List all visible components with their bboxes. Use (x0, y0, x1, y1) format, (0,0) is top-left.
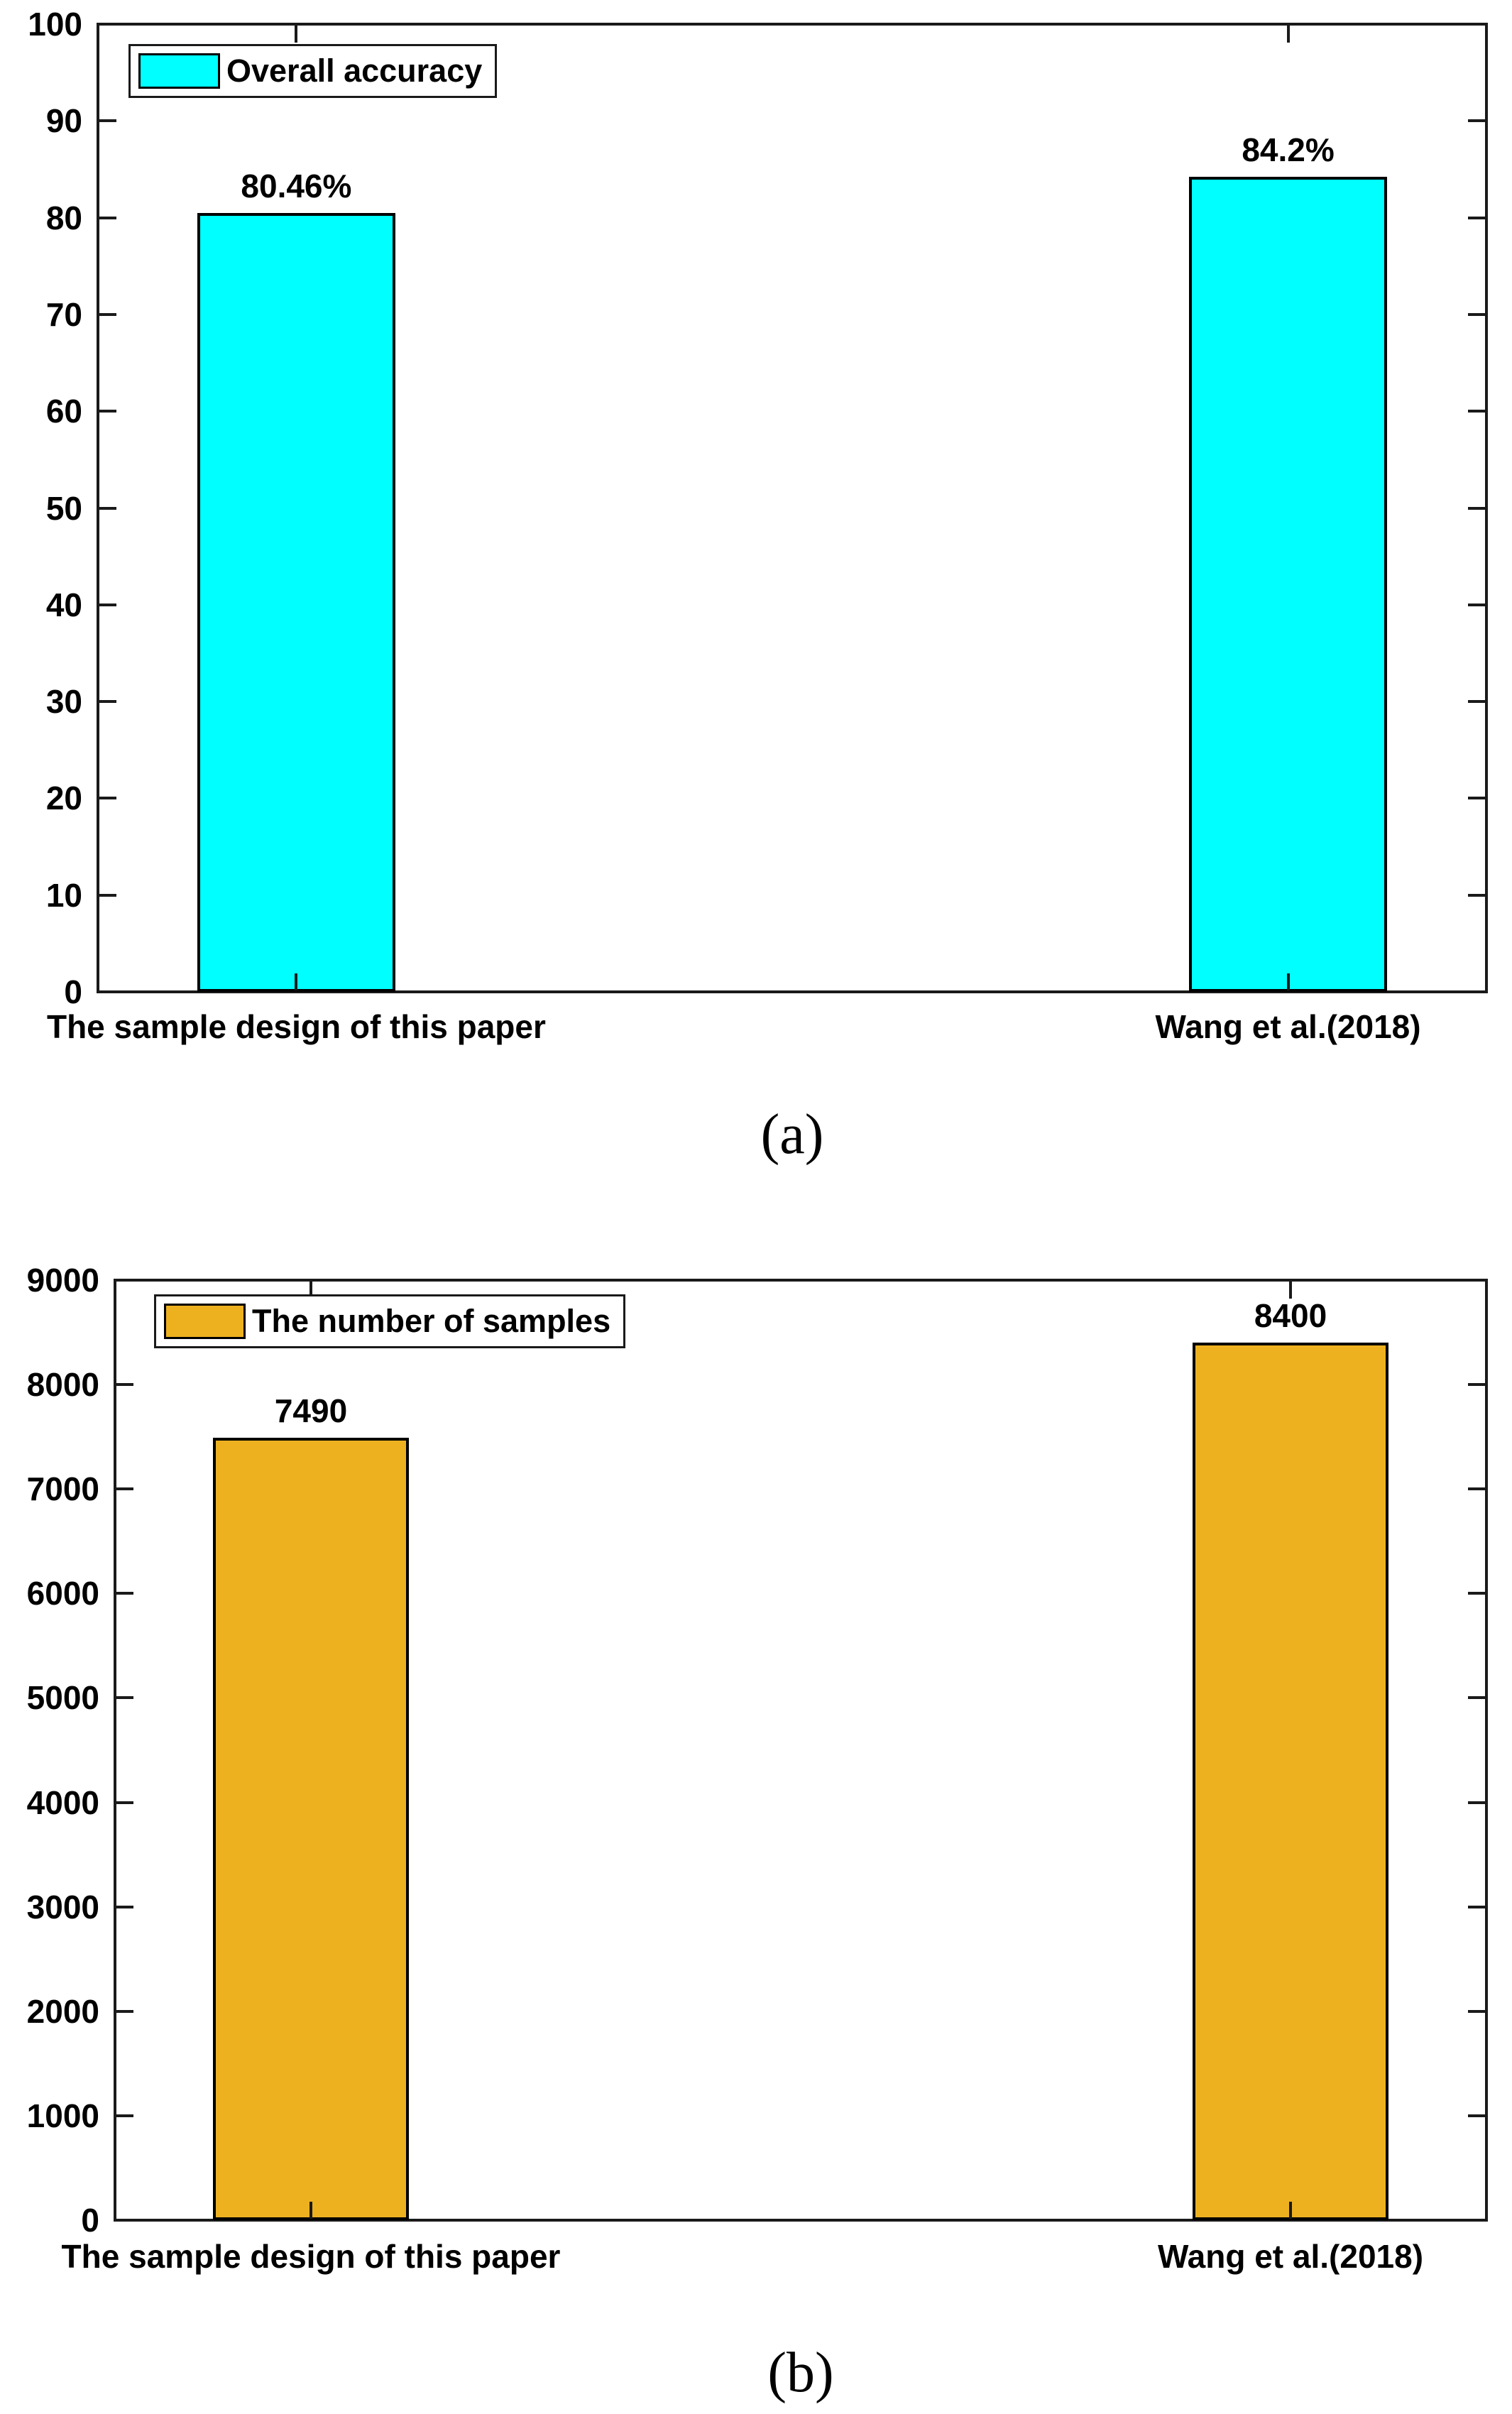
y-tick-label: 1000 (26, 2097, 99, 2134)
x-tick-mark (1289, 1282, 1292, 1299)
bar (1188, 177, 1388, 992)
y-tick-mark (99, 893, 116, 897)
plot-area-a (97, 23, 1488, 993)
y-tick-mark (99, 410, 116, 413)
y-tick-mark (116, 2219, 133, 2222)
y-tick-mark (99, 797, 116, 800)
category-label: Wang et al.(2018) (1157, 2238, 1424, 2275)
value-label: 7490 (274, 1392, 348, 1430)
y-tick-mark (1468, 603, 1485, 606)
y-tick-label: 30 (45, 683, 82, 721)
y-tick-mark (1468, 1801, 1485, 1804)
y-tick-label: 10 (45, 876, 82, 914)
y-tick-mark (1468, 2114, 1485, 2117)
x-tick-mark (1286, 973, 1290, 990)
y-tick-mark (1468, 1279, 1485, 1282)
y-tick-mark (1468, 797, 1485, 800)
y-tick-mark (99, 23, 116, 26)
legend-swatch-orange (164, 1304, 246, 1339)
y-tick-label: 100 (28, 6, 82, 43)
y-tick-mark (116, 1383, 133, 1387)
bar (213, 1438, 409, 2220)
y-tick-mark (1468, 312, 1485, 316)
y-tick-mark (99, 990, 116, 993)
y-tick-mark (1468, 2219, 1485, 2222)
y-tick-mark (116, 1696, 133, 1700)
y-tick-mark (99, 506, 116, 510)
legend-a: Overall accuracy (128, 44, 498, 98)
y-tick-mark (1468, 700, 1485, 704)
y-tick-label: 2000 (26, 1992, 99, 2030)
x-tick-mark (309, 2202, 312, 2219)
y-tick-label: 0 (64, 973, 82, 1010)
bar (197, 213, 396, 992)
y-tick-mark (99, 603, 116, 606)
y-tick-mark (99, 216, 116, 219)
y-tick-label: 6000 (26, 1575, 99, 1612)
y-tick-mark (116, 1279, 133, 1282)
x-tick-mark (295, 26, 298, 43)
y-tick-mark (1468, 119, 1485, 123)
y-tick-label: 4000 (26, 1784, 99, 1821)
y-tick-mark (116, 1487, 133, 1491)
y-tick-mark (1468, 2009, 1485, 2013)
y-tick-mark (116, 2009, 133, 2013)
y-tick-label: 50 (45, 489, 82, 527)
y-tick-mark (1468, 23, 1485, 26)
y-tick-label: 3000 (26, 1888, 99, 1926)
y-tick-mark (1468, 1905, 1485, 1908)
y-tick-mark (1468, 506, 1485, 510)
y-tick-mark (1468, 1696, 1485, 1700)
y-tick-mark (99, 700, 116, 704)
y-tick-label: 60 (45, 393, 82, 430)
y-tick-mark (99, 312, 116, 316)
bar (1193, 1343, 1388, 2220)
y-tick-label: 8000 (26, 1366, 99, 1404)
y-tick-mark (1468, 410, 1485, 413)
y-tick-mark (116, 1592, 133, 1595)
y-tick-mark (1468, 990, 1485, 993)
category-label: The sample design of this paper (46, 1008, 546, 1045)
caption-b: (b) (767, 2342, 834, 2404)
value-label: 8400 (1254, 1297, 1327, 1335)
category-label: Wang et al.(2018) (1155, 1008, 1421, 1045)
y-tick-mark (116, 1905, 133, 1908)
value-label: 80.46% (241, 168, 352, 205)
y-tick-label: 5000 (26, 1679, 99, 1717)
x-tick-mark (1286, 26, 1290, 43)
caption-a: (a) (760, 1103, 824, 1166)
y-tick-mark (116, 2114, 133, 2117)
legend-b: The number of samples (154, 1294, 626, 1348)
y-tick-label: 70 (45, 295, 82, 333)
y-tick-label: 7000 (26, 1470, 99, 1508)
y-tick-mark (116, 1801, 133, 1804)
x-tick-mark (1289, 2202, 1292, 2219)
y-tick-label: 80 (45, 199, 82, 236)
legend-swatch-cyan (138, 53, 220, 89)
legend-label-a: Overall accuracy (226, 53, 483, 89)
legend-label-b: The number of samples (252, 1303, 611, 1340)
y-tick-mark (1468, 216, 1485, 219)
plot-area-b (114, 1279, 1488, 2222)
y-tick-label: 90 (45, 102, 82, 140)
y-tick-mark (1468, 1592, 1485, 1595)
y-tick-label: 20 (45, 780, 82, 817)
x-tick-mark (309, 1282, 312, 1299)
value-label: 84.2% (1242, 131, 1335, 169)
y-tick-mark (99, 119, 116, 123)
category-label: The sample design of this paper (61, 2238, 561, 2275)
y-tick-label: 0 (81, 2202, 99, 2239)
y-tick-mark (1468, 1383, 1485, 1387)
y-tick-label: 40 (45, 586, 82, 623)
y-tick-label: 9000 (26, 1262, 99, 1299)
y-tick-mark (1468, 1487, 1485, 1491)
x-tick-mark (295, 973, 298, 990)
y-tick-mark (1468, 893, 1485, 897)
